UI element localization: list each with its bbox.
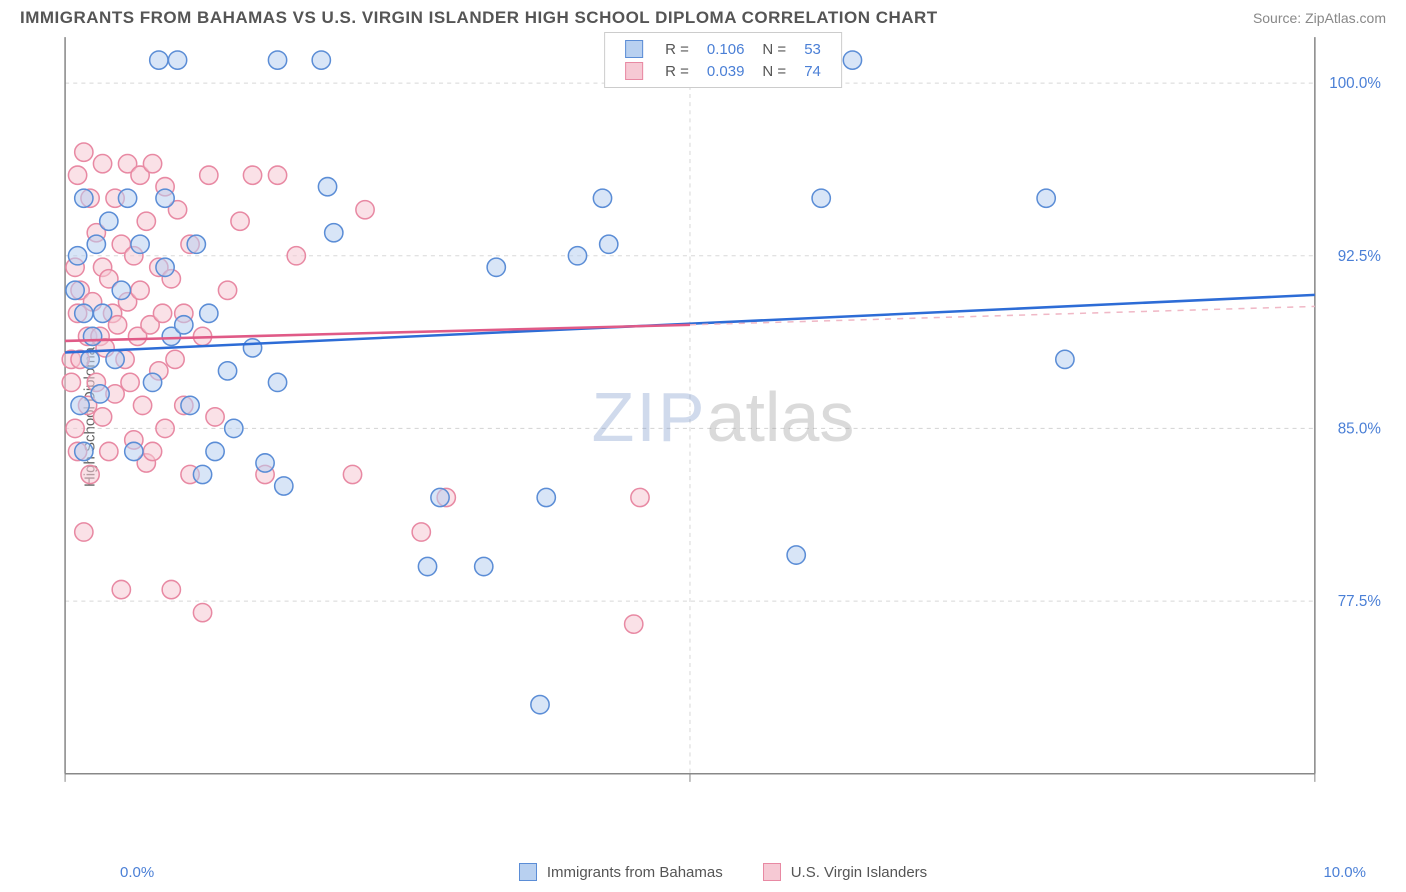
series-legend: 0.0% Immigrants from Bahamas U.S. Virgin… <box>60 852 1386 892</box>
svg-text:100.0%: 100.0% <box>1329 75 1381 92</box>
legend-row-blue: R = 0.106 N = 53 <box>617 39 829 59</box>
swatch-blue <box>625 40 643 58</box>
n-label: N = <box>754 61 794 81</box>
x-tick-max: 10.0% <box>1323 864 1366 881</box>
chart-area: High School Diploma 77.5%85.0%92.5%100.0… <box>60 32 1386 802</box>
scatter-plot: 77.5% 85.0% 92.5% 100.0% <box>60 32 1386 794</box>
r-value-pink: 0.039 <box>699 61 753 81</box>
legend-row-pink: R = 0.039 N = 74 <box>617 61 829 81</box>
header-row: IMMIGRANTS FROM BAHAMAS VS U.S. VIRGIN I… <box>0 0 1406 32</box>
swatch-pink <box>763 863 781 881</box>
n-value-blue: 53 <box>796 39 829 59</box>
r-label: R = <box>657 39 697 59</box>
swatch-pink <box>625 62 643 80</box>
correlation-legend: R = 0.106 N = 53 R = 0.039 N = 74 <box>604 32 842 88</box>
n-value-pink: 74 <box>796 61 829 81</box>
chart-title: IMMIGRANTS FROM BAHAMAS VS U.S. VIRGIN I… <box>20 8 938 28</box>
r-label: R = <box>657 61 697 81</box>
svg-text:85.0%: 85.0% <box>1338 421 1381 438</box>
swatch-blue <box>519 863 537 881</box>
legend-item-pink: U.S. Virgin Islanders <box>763 863 927 881</box>
x-tick-min: 0.0% <box>120 864 154 881</box>
source-label: Source: ZipAtlas.com <box>1253 10 1386 26</box>
series-label-pink: U.S. Virgin Islanders <box>791 864 927 881</box>
n-label: N = <box>754 39 794 59</box>
svg-text:77.5%: 77.5% <box>1338 593 1381 610</box>
legend-item-blue: Immigrants from Bahamas <box>519 863 723 881</box>
series-label-blue: Immigrants from Bahamas <box>547 864 723 881</box>
r-value-blue: 0.106 <box>699 39 753 59</box>
svg-text:92.5%: 92.5% <box>1338 248 1381 265</box>
